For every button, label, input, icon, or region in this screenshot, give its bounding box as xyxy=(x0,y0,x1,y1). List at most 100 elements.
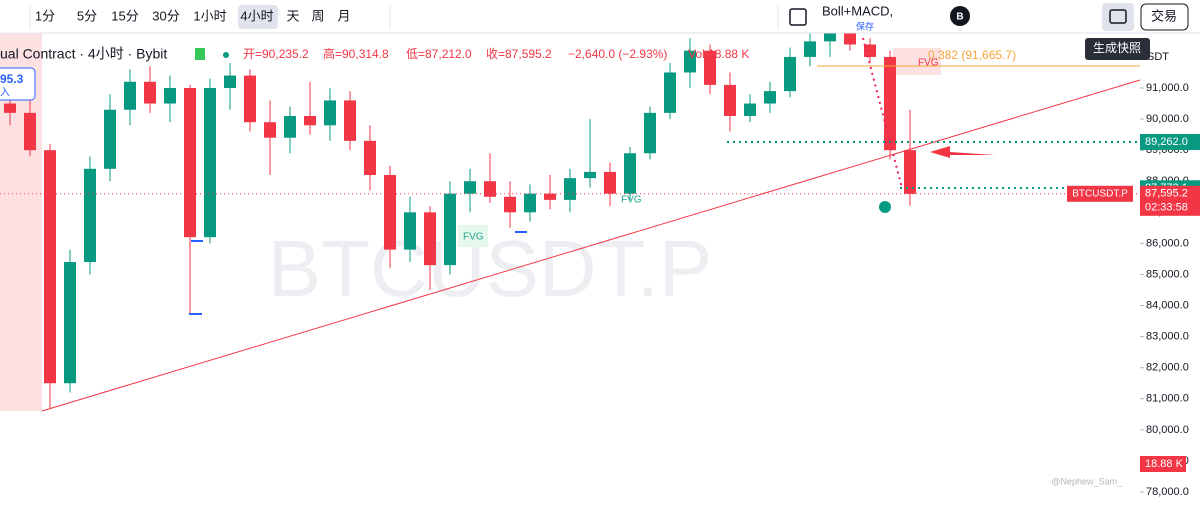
save[interactable]: 保存 xyxy=(856,20,874,31)
alert-icon[interactable] xyxy=(879,201,891,213)
tick-label: 78,000.0 xyxy=(1146,486,1189,498)
fvg-zone xyxy=(893,48,941,75)
indicators[interactable]: Boll+MACD, xyxy=(822,3,893,18)
price-axis xyxy=(1140,33,1200,502)
candle-body xyxy=(144,81,156,104)
legend-close: 收=87,595.2 xyxy=(486,47,552,61)
candle-body xyxy=(404,212,416,250)
arrow xyxy=(930,146,995,158)
badge-label: B xyxy=(956,12,963,23)
candle-body xyxy=(884,56,896,151)
candle-body xyxy=(704,50,716,85)
interval[interactable]: 15分 xyxy=(111,8,138,23)
candle-body xyxy=(824,33,836,42)
candle-body xyxy=(4,103,16,113)
tick-label: 83,000.0 xyxy=(1146,331,1189,343)
candle-body xyxy=(524,193,536,213)
candle-body xyxy=(304,115,316,126)
interval[interactable]: 天 xyxy=(286,8,299,23)
volume-tag xyxy=(1140,456,1186,472)
camera-icon xyxy=(1109,9,1127,24)
tick-label: 91,000.0 xyxy=(1146,82,1189,94)
checkbox[interactable] xyxy=(789,8,807,26)
candle-body xyxy=(284,115,296,138)
legend-open: 开=90,235.2 xyxy=(243,47,309,61)
fib-label: 0.382 (91,665.7) xyxy=(928,48,1016,62)
trendline xyxy=(41,79,1141,412)
tick-label: 86,000.0 xyxy=(1146,237,1189,249)
interval[interactable]: 1小时 xyxy=(193,8,226,23)
interval[interactable]: 30分 xyxy=(152,8,179,23)
candle-body xyxy=(364,140,376,176)
interval[interactable]: 4小时 xyxy=(240,8,273,23)
candle-body xyxy=(324,100,336,126)
candle-body xyxy=(444,193,456,266)
tooltip xyxy=(1085,38,1150,60)
candle-body xyxy=(544,193,556,200)
left-tag-value: 95.3 xyxy=(0,72,24,86)
candle-body xyxy=(784,56,796,92)
fvg-label: FVG xyxy=(918,58,939,69)
candle-body xyxy=(124,81,136,110)
plot: BTCUSDT.P xyxy=(4,33,916,409)
candle-body xyxy=(64,262,76,384)
toolbar xyxy=(0,0,1200,33)
snapshot-btn[interactable] xyxy=(1102,3,1134,31)
left-tag-sub: 入 xyxy=(0,88,10,99)
legend-high: 高=90,314.8 xyxy=(323,46,389,61)
selected-bg xyxy=(238,5,278,29)
diag-line xyxy=(862,37,903,189)
candle-body xyxy=(644,112,656,154)
tooltip-text: 生成快照 xyxy=(1093,41,1141,55)
candle-body xyxy=(164,88,176,104)
candle-body xyxy=(724,84,736,116)
name-tag xyxy=(1067,185,1133,202)
fvg-label: FVG xyxy=(463,232,484,243)
candle-body xyxy=(844,33,856,45)
interval[interactable]: 5分 xyxy=(77,8,97,23)
candle-body xyxy=(664,72,676,113)
trade[interactable]: 交易 xyxy=(1151,8,1177,23)
candle-body xyxy=(904,150,916,194)
left-tag xyxy=(0,67,36,101)
tick-label: 82,000.0 xyxy=(1146,362,1189,374)
interval[interactable]: 1分 xyxy=(35,8,55,23)
symbol: ual Contract · 4小时 · Bybit xyxy=(0,46,167,62)
candle-body xyxy=(804,41,816,57)
legend-change: −2,640.0 (−2.93%) xyxy=(568,47,667,61)
tick-label: 90,000.0 xyxy=(1146,113,1189,125)
candle-body xyxy=(744,103,756,116)
candle-body xyxy=(584,171,596,179)
author: @Nephew_Sam_ xyxy=(1051,476,1123,486)
name-tag-label: BTCUSDT.P xyxy=(1072,188,1128,199)
legend-low: 低=87,212.0 xyxy=(406,47,472,61)
axis-unit: SDT xyxy=(1147,51,1169,63)
badge[interactable] xyxy=(950,6,970,26)
candle-body xyxy=(44,150,56,384)
candle-body xyxy=(104,109,116,169)
candle-body xyxy=(864,44,876,57)
candle-body xyxy=(464,181,476,194)
status xyxy=(195,48,205,60)
tick-label: 80,000.0 xyxy=(1146,424,1189,436)
price-tag-label: 87,595.2 xyxy=(1145,188,1188,200)
candle-body xyxy=(244,75,256,123)
fvg-zone xyxy=(458,225,488,247)
price-tag xyxy=(1140,185,1200,216)
candle-body xyxy=(24,112,36,151)
price-tag-label: 89,262.0 xyxy=(1145,136,1188,148)
candle-body xyxy=(204,88,216,238)
fvg-label: FVG xyxy=(621,195,642,206)
price-tag xyxy=(1140,134,1200,151)
tick-label: 84,000.0 xyxy=(1146,299,1189,311)
candle-body xyxy=(624,153,636,194)
trade-btn[interactable] xyxy=(1140,3,1189,31)
candle-body xyxy=(604,171,616,194)
dot xyxy=(223,52,229,58)
watermark: BTCUSDT.P xyxy=(268,224,713,313)
candle-body xyxy=(504,196,516,213)
interval[interactable]: 周 xyxy=(311,8,324,23)
interval[interactable]: 月 xyxy=(337,8,350,23)
candle-body xyxy=(344,100,356,141)
